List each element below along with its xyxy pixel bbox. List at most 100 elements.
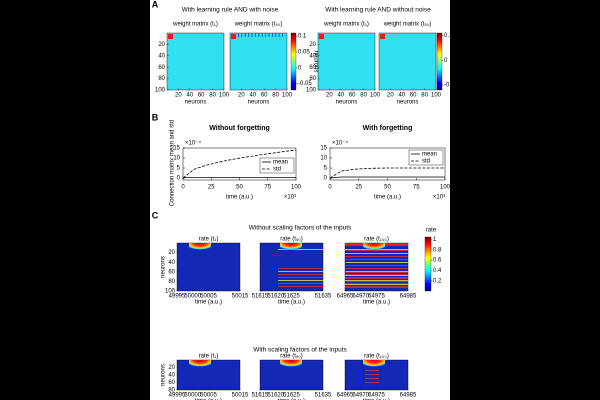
map-title: rate (t₁₀₀) <box>364 237 389 243</box>
x-tick-label: 64970 <box>352 294 369 300</box>
rate-stripe <box>278 268 323 269</box>
x-tick-label: 0 <box>181 185 185 191</box>
colorbar-tick-label: 0.1 <box>298 34 307 40</box>
rate-stripe <box>345 268 408 269</box>
x-axis-label: time (a.u.) <box>195 399 222 400</box>
x-axis-label: time (a.u.) <box>363 300 390 306</box>
x-tick-label: 51620 <box>267 294 284 300</box>
y-tick-label: 10 <box>173 156 180 162</box>
x-tick-label: 60 <box>349 93 356 99</box>
noise-stripe <box>255 33 256 37</box>
chart-title: Without forgetting <box>209 125 270 132</box>
noise-stripe <box>268 33 270 37</box>
rate-stripe <box>345 281 408 282</box>
colorbar-tick-label: 1 <box>433 237 437 243</box>
rate-stripe <box>345 283 408 284</box>
y-axis-label: neurons <box>161 364 167 386</box>
x-tick-label: 60 <box>410 93 417 99</box>
x-tick-label: 75 <box>264 185 271 191</box>
noise-stripe <box>258 33 260 37</box>
matrix-diagonal-block <box>168 34 173 39</box>
series-line <box>329 167 445 179</box>
row-title: With scaling factors of the inputs <box>253 347 347 354</box>
y-tick-label: 60 <box>168 269 175 275</box>
colorbar-tick-label: -0.1 <box>444 83 455 89</box>
y-tick-label: 60 <box>168 380 175 386</box>
y-tick-label: 60 <box>309 65 316 71</box>
x-axis-label: time (a.u.) <box>363 399 390 400</box>
x-tick-label: 100 <box>370 93 381 99</box>
x-tick-label: 50015 <box>232 294 249 300</box>
x-axis-label: neurons <box>185 100 207 106</box>
x-tick-label: 25 <box>208 185 215 191</box>
rate-stripe <box>345 275 408 276</box>
x-tick-label: 80 <box>360 93 367 99</box>
y-tick-label: 0 <box>324 176 328 182</box>
x-tick-label: 50015 <box>232 393 249 399</box>
x-tick-label: 51635 <box>315 393 332 399</box>
y-tick-label: 40 <box>168 260 175 266</box>
y-tick-label: 80 <box>158 76 165 82</box>
x-tick-label: 20 <box>326 93 333 99</box>
matrix-title: weight matrix (t₁) <box>323 22 369 28</box>
legend-label: mean <box>422 152 437 158</box>
y-multiplier: ×10⁻⁴ <box>332 140 348 147</box>
panel-label: B <box>152 112 159 122</box>
x-tick-label: 50 <box>236 185 243 191</box>
rate-stripe <box>365 378 379 379</box>
x-tick-label: 64985 <box>400 294 417 300</box>
noise-stripe <box>278 33 280 37</box>
y-tick-label: 20 <box>309 42 316 48</box>
weight-matrix <box>317 32 376 91</box>
x-tick-label: 51635 <box>315 294 332 300</box>
row-title: Without scaling factors of the inputs <box>249 225 352 232</box>
x-axis-label: neurons <box>248 100 270 106</box>
y-tick-label: 80 <box>168 388 175 394</box>
legend-label: std <box>422 159 430 165</box>
panel-label: A <box>152 0 159 9</box>
rate-stripe <box>278 271 323 272</box>
matrix-title: weight matrix (t₁) <box>172 22 218 28</box>
x-axis-label: time (a.u.) <box>374 195 401 201</box>
x-tick-label: 50005 <box>200 294 217 300</box>
y-tick-label: 40 <box>158 53 165 59</box>
x-tick-label: 60 <box>198 93 205 99</box>
x-tick-label: 49995 <box>169 393 186 399</box>
rate-stripe <box>278 277 323 278</box>
x-tick-label: 64975 <box>368 393 385 399</box>
matrix-diagonal-block <box>380 34 385 39</box>
x-tick-label: 80 <box>209 93 216 99</box>
legend-label: std <box>273 167 281 173</box>
y-tick-label: 10 <box>320 156 327 162</box>
y-tick-label: 0 <box>177 176 181 182</box>
rate-stripe <box>278 274 323 275</box>
rate-stripe <box>278 283 323 284</box>
x-tick-label: 64970 <box>352 393 369 399</box>
y-axis-label: neurons <box>161 256 167 278</box>
x-tick-label: 51615 <box>252 294 269 300</box>
y-tick-label: 100 <box>165 289 176 295</box>
y-tick-label: 5 <box>177 166 181 172</box>
matrix-diagonal-block <box>319 34 324 39</box>
legend-label: mean <box>273 160 288 166</box>
x-tick-label: 50005 <box>200 393 217 399</box>
x-tick-label: 40 <box>186 93 193 99</box>
x-tick-label: 40 <box>249 93 256 99</box>
rate-stripe <box>345 286 408 287</box>
series-line <box>182 149 297 179</box>
weight-matrix <box>166 32 225 91</box>
colorbar-label: rate <box>426 228 437 234</box>
group-title: With learning rule AND with noise <box>182 7 279 14</box>
x-tick-label: 80 <box>272 93 279 99</box>
rate-stripe <box>345 262 408 263</box>
y-tick-label: 60 <box>158 65 165 71</box>
y-tick-label: 40 <box>309 53 316 59</box>
matrix-title: weight matrix (t₅₀) <box>383 22 432 28</box>
x-tick-label: 40 <box>337 93 344 99</box>
x-tick-label: 25 <box>355 185 362 191</box>
rate-stripe <box>278 280 323 281</box>
colorbar-tick-label: 0.05 <box>298 50 310 56</box>
x-tick-label: 50 <box>384 185 391 191</box>
weight-matrix <box>229 32 288 91</box>
